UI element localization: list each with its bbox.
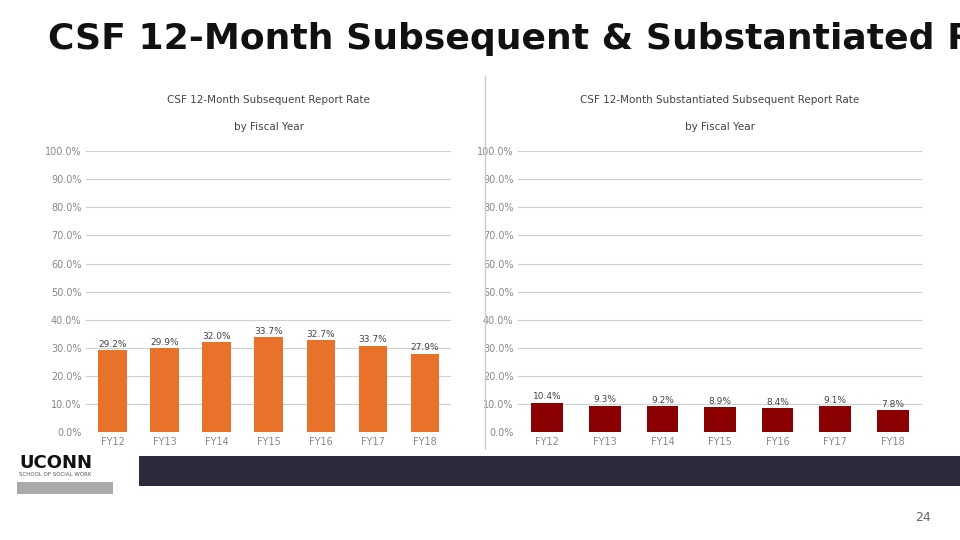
Bar (762, 408, 793, 432)
Text: 24: 24 (916, 511, 931, 524)
Bar (819, 407, 851, 432)
Bar (647, 406, 678, 432)
Text: 29.9%: 29.9% (151, 338, 179, 347)
Text: 9.1%: 9.1% (824, 396, 847, 405)
Text: 32.0%: 32.0% (203, 332, 231, 341)
Bar (411, 354, 440, 432)
Text: SCHOOL OF SOCIAL WORK: SCHOOL OF SOCIAL WORK (19, 472, 91, 477)
Text: CSF 12-Month Subsequent & Substantiated Report Rates: CSF 12-Month Subsequent & Substantiated … (48, 22, 960, 56)
Bar (876, 410, 908, 432)
Text: 8.9%: 8.9% (708, 396, 732, 406)
Text: 8.4%: 8.4% (766, 398, 789, 407)
Text: 10.4%: 10.4% (533, 393, 562, 401)
Text: CSF 12-Month Substantiated Subsequent Report Rate: CSF 12-Month Substantiated Subsequent Re… (581, 95, 859, 105)
Bar (589, 406, 620, 432)
Text: 9.3%: 9.3% (593, 395, 616, 404)
Text: 33.7%: 33.7% (254, 327, 283, 336)
Text: 9.2%: 9.2% (651, 396, 674, 405)
Bar (306, 340, 335, 432)
Text: 27.9%: 27.9% (411, 343, 440, 352)
Text: 7.8%: 7.8% (881, 400, 904, 409)
Bar (254, 338, 283, 432)
Text: by Fiscal Year: by Fiscal Year (234, 122, 303, 132)
Bar (150, 348, 179, 432)
Bar (203, 342, 231, 432)
Bar (98, 350, 127, 432)
Text: by Fiscal Year: by Fiscal Year (685, 122, 755, 132)
Text: 29.2%: 29.2% (98, 340, 127, 349)
Bar (532, 403, 563, 432)
Text: CSF 12-Month Subsequent Report Rate: CSF 12-Month Subsequent Report Rate (167, 95, 371, 105)
Text: Preliminary Immigration Center: Preliminary Immigration Center (19, 486, 87, 490)
Text: 32.7%: 32.7% (306, 330, 335, 339)
Bar (704, 407, 735, 432)
Text: UCONN: UCONN (19, 454, 92, 471)
Text: 33.7%: 33.7% (359, 335, 388, 345)
Bar (359, 346, 387, 432)
